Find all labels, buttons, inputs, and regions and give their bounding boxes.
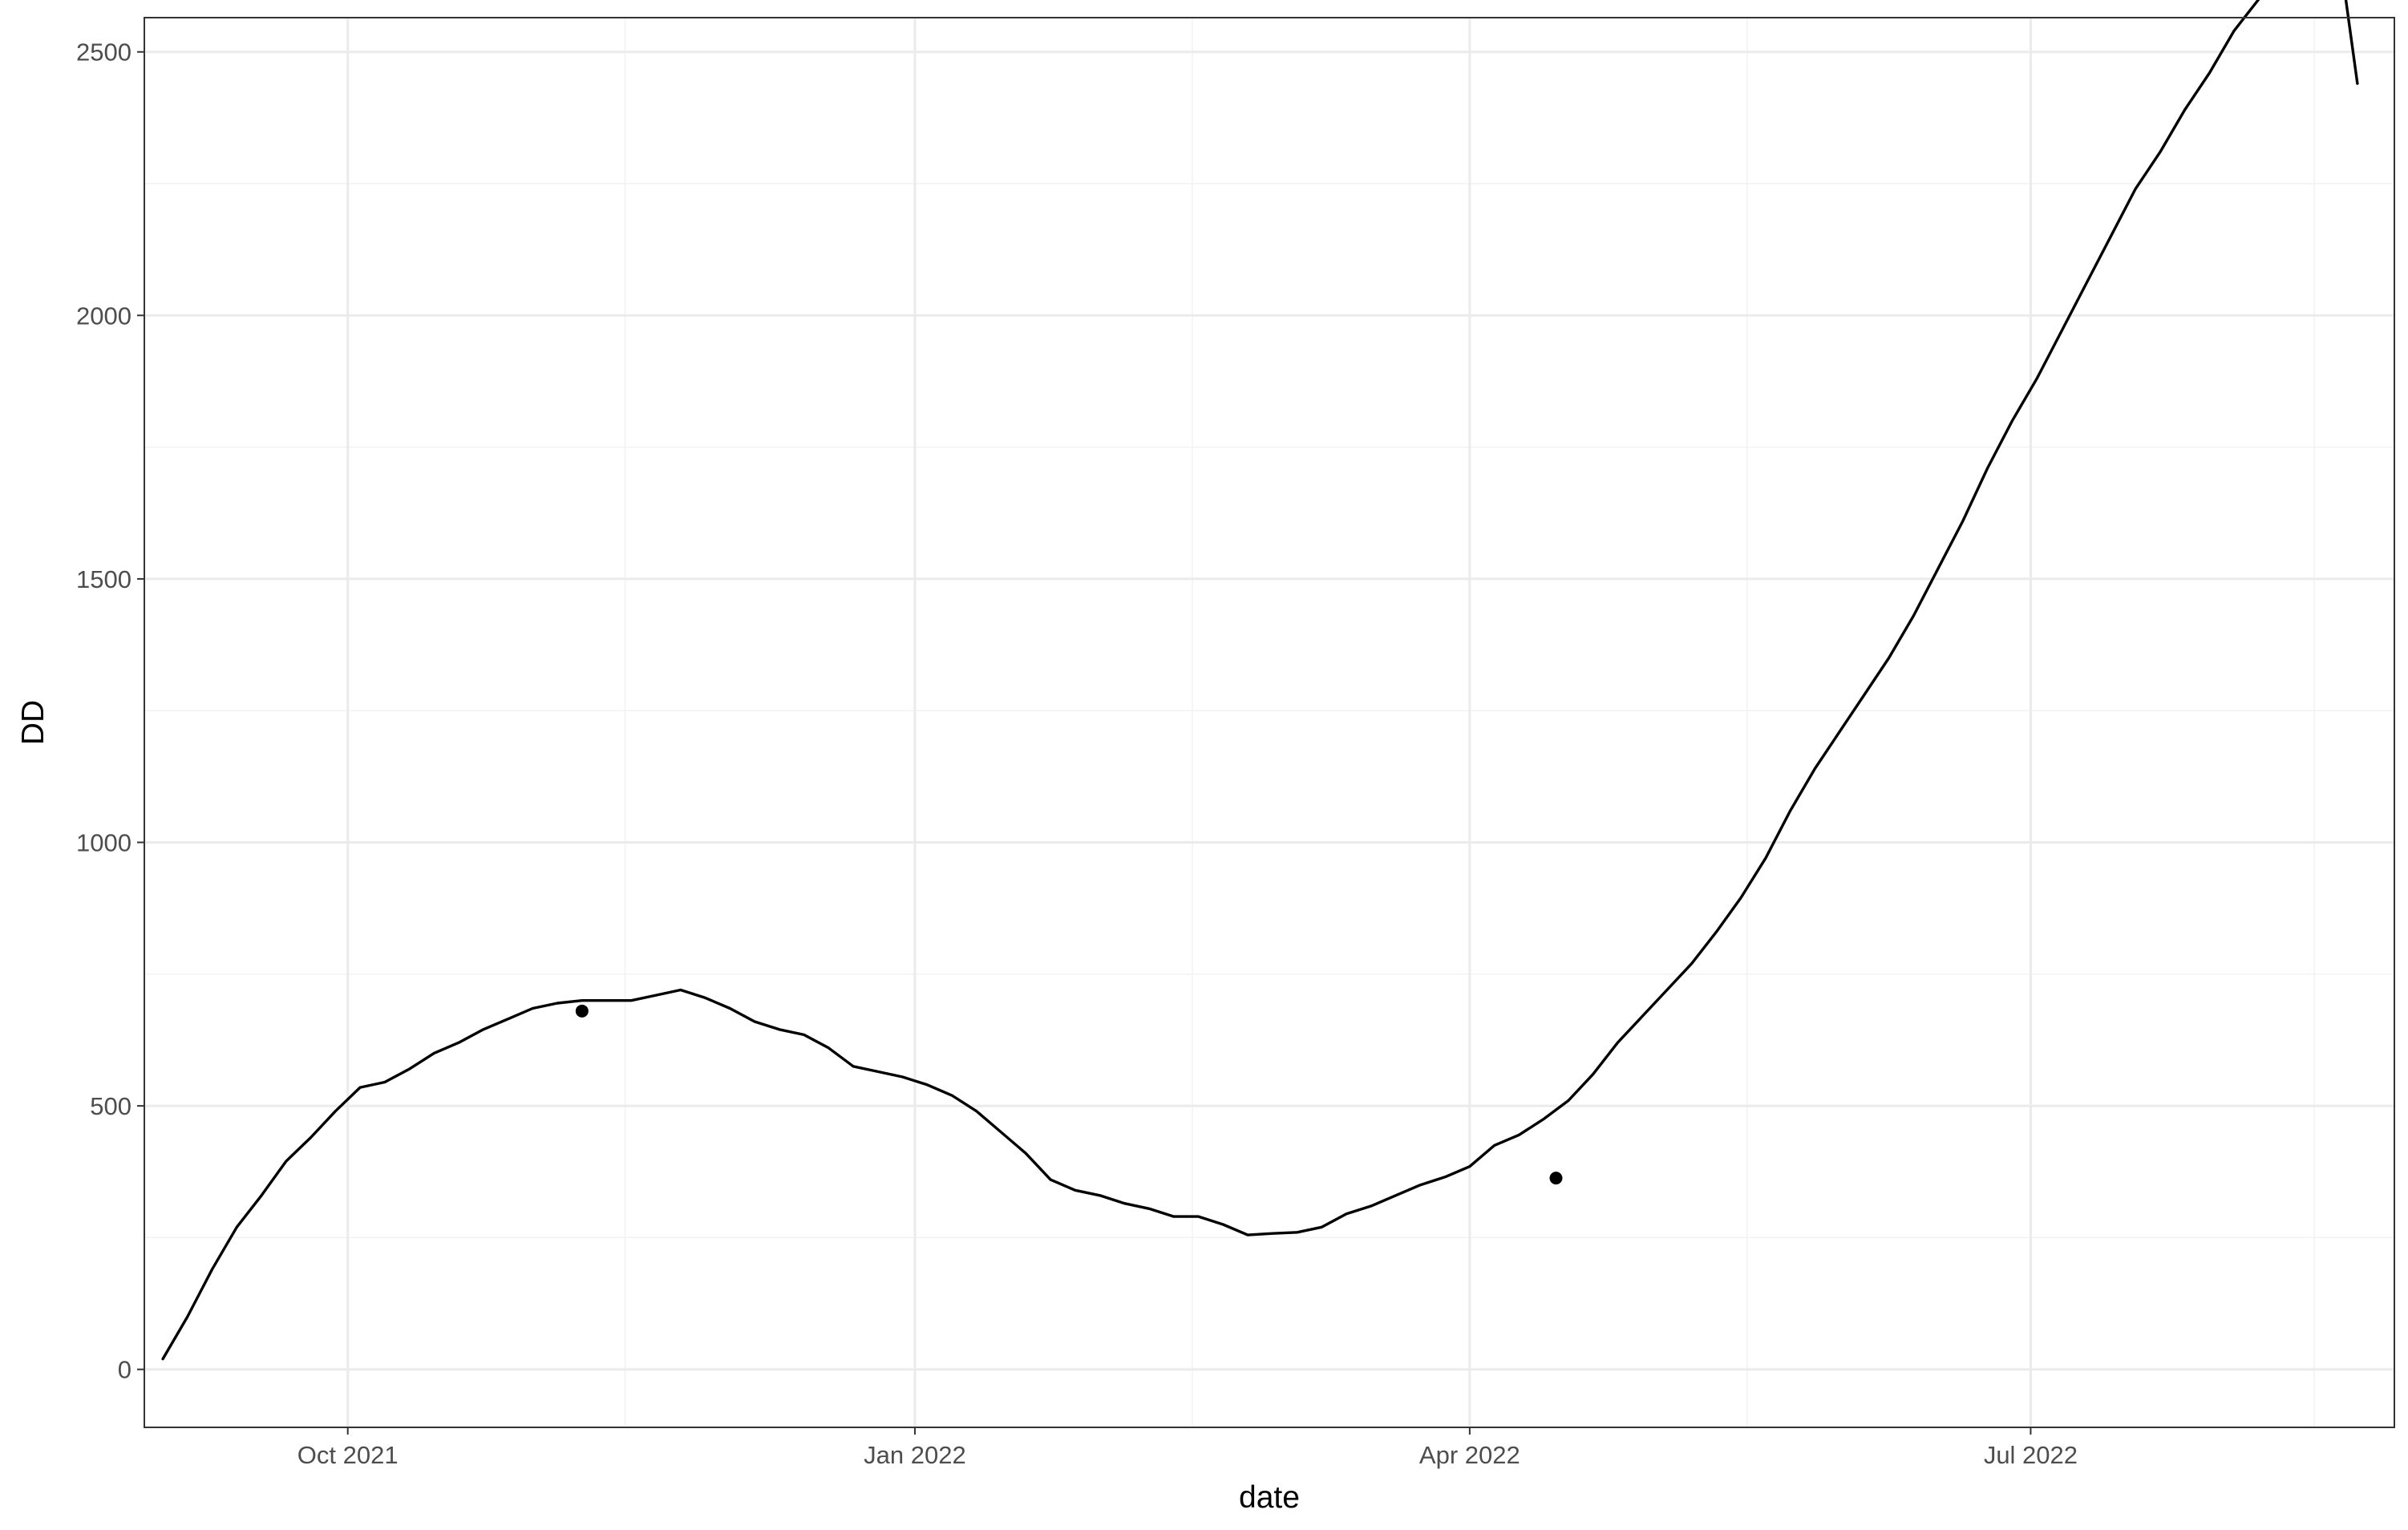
x-axis-title: date bbox=[1239, 1480, 1300, 1515]
series-line-dd bbox=[161, 0, 2359, 1361]
y-tick-label: 1000 bbox=[76, 829, 132, 857]
data-point bbox=[1549, 1172, 1563, 1185]
y-tick-label: 0 bbox=[118, 1356, 132, 1384]
y-tick-label: 500 bbox=[90, 1092, 132, 1120]
x-axis: Oct 2021 Jan 2022 Apr 2022 Jul 2022 bbox=[297, 1427, 2078, 1469]
highlighted-points bbox=[575, 1004, 1563, 1185]
x-tick-label: Apr 2022 bbox=[1419, 1441, 1520, 1469]
x-tick-label: Jul 2022 bbox=[1984, 1441, 2078, 1469]
x-tick-label: Jan 2022 bbox=[864, 1441, 966, 1469]
y-axis-title: DD bbox=[16, 700, 51, 745]
grid-major bbox=[144, 18, 2394, 1427]
y-tick-label: 1500 bbox=[76, 565, 132, 593]
y-axis: 0 500 1000 1500 2000 2500 bbox=[76, 38, 144, 1384]
grid-minor bbox=[144, 18, 2394, 1427]
y-tick-label: 2000 bbox=[76, 302, 132, 330]
x-tick-label: Oct 2021 bbox=[297, 1441, 399, 1469]
series-layer bbox=[161, 0, 2359, 1361]
plot-background bbox=[144, 18, 2394, 1427]
y-tick-label: 2500 bbox=[76, 38, 132, 67]
data-point bbox=[575, 1004, 589, 1018]
plot-panel-border bbox=[144, 17, 2395, 1428]
